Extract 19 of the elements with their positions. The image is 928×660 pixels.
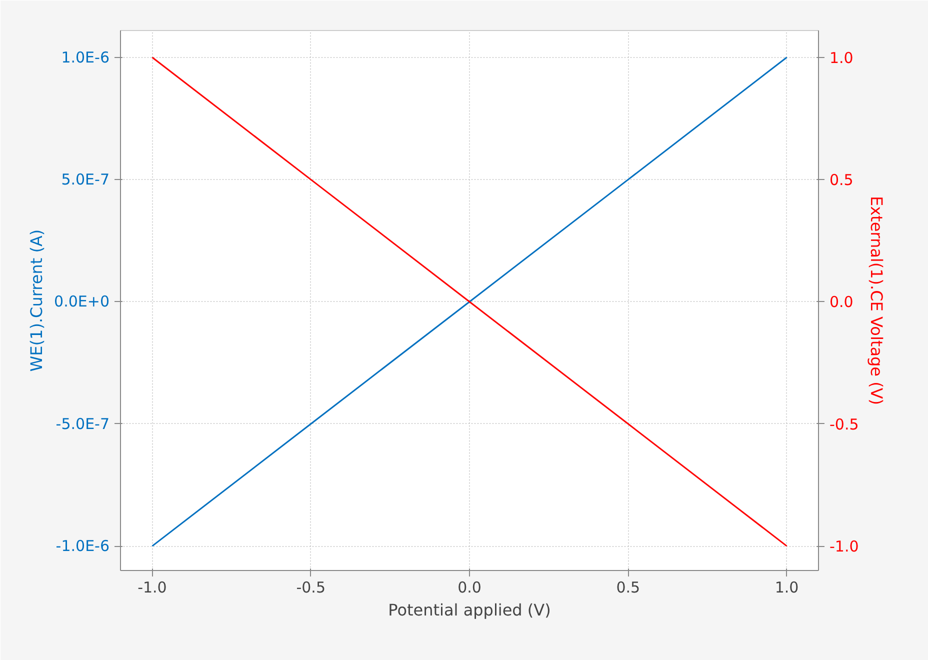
x-axis-title: Potential applied (V) xyxy=(388,600,551,620)
line-series xyxy=(151,56,788,547)
y2-tick-label: 0.0 xyxy=(830,293,854,312)
y-tick-label: -1.0E-6 xyxy=(56,537,110,556)
x-tick-label: 0.5 xyxy=(616,578,640,596)
y-tick-label: 5.0E-7 xyxy=(61,170,110,189)
y-tick-label: 0.0E+0 xyxy=(54,292,110,311)
y-tick-label: 1.0E-6 xyxy=(61,48,110,66)
y2-tick-label: 1.0 xyxy=(830,48,854,67)
x-tick-label: 1.0 xyxy=(774,578,799,596)
x-tick-label: -1.0 xyxy=(138,578,167,596)
y2-axis-title: External(1).CE Voltage (V) xyxy=(866,196,886,406)
y2-tick-label: 0.5 xyxy=(830,171,854,190)
y-axis-title: WE(1).Current (A) xyxy=(27,229,46,372)
y2-tick-label: -0.5 xyxy=(830,415,859,434)
y2-tick-label: -1.0 xyxy=(830,538,859,556)
x-tick-label: 0.0 xyxy=(458,578,482,596)
y-tick-label: -5.0E-7 xyxy=(56,414,110,433)
x-tick-label: -0.5 xyxy=(296,578,326,596)
